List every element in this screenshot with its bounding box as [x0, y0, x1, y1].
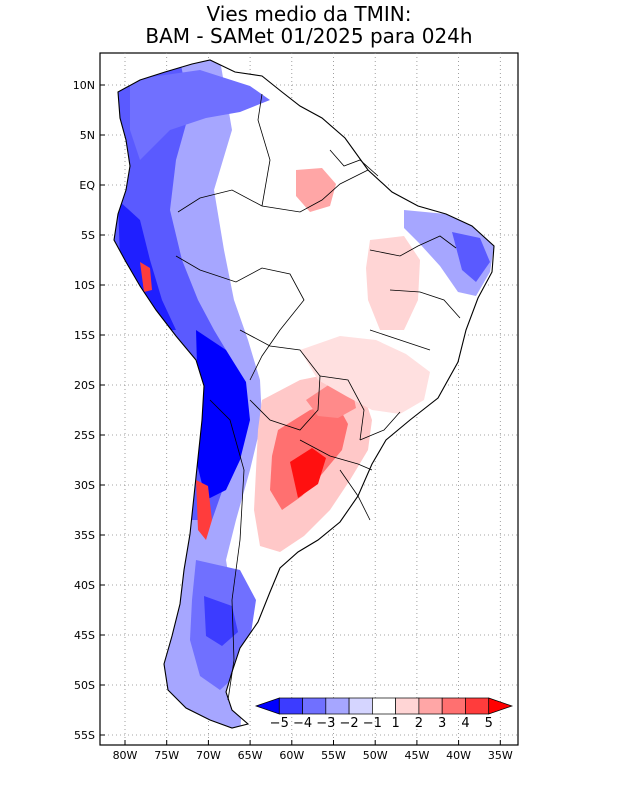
latitude-tick-label: 5N [80, 129, 95, 142]
longitude-tick-label: 40W [446, 749, 471, 762]
colorbar-label: 4 [461, 716, 469, 731]
latitude-tick-label: 25S [74, 429, 95, 442]
latitude-tick-label: 5S [81, 229, 95, 242]
latitude-tick-label: 30S [74, 479, 95, 492]
colorbar-swatch [348, 697, 373, 715]
map-title-line-1: Vies medio da TMIN: [206, 2, 412, 26]
warm-bias-region [140, 262, 152, 292]
country-borders [175, 93, 461, 701]
colorbar-swatch [302, 697, 327, 715]
latitude-tick-label: 45S [74, 629, 95, 642]
colorbar-label: 5 [485, 716, 493, 731]
latitude-tick-label: 40S [74, 579, 95, 592]
latitude-tick-label: 50S [74, 679, 95, 692]
warm-bias-region [300, 336, 430, 414]
colorbar-label: −5 [270, 716, 289, 731]
longitude-tick-labels: 80W 75W 70W 65W 60W 55W 50W 45W 40W 35W [113, 740, 513, 762]
latitude-tick-label: 55S [74, 729, 95, 742]
colorbar-swatch [278, 697, 303, 715]
colorbar-label: −3 [316, 716, 335, 731]
longitude-tick-label: 35W [488, 749, 513, 762]
latitude-tick-labels: 10N 5N EQ 5S 10S 15S 20S 25S 30S 35S 40S 45S 50S 55S [73, 79, 105, 742]
longitude-tick-label: 75W [154, 749, 179, 762]
longitude-tick-label: 45W [404, 749, 429, 762]
colorbar-swatch [465, 697, 490, 715]
colorbar-swatch [441, 697, 466, 715]
colorbar-label: 3 [438, 716, 446, 731]
longitude-tick-label: 80W [113, 749, 138, 762]
colorbar-label: −1 [363, 716, 382, 731]
colorbar-swatch [488, 697, 514, 715]
cold-bias-region [204, 596, 238, 646]
longitude-tick-label: 55W [321, 749, 346, 762]
colorbar-swatch [418, 697, 443, 715]
latitude-tick-label: 15S [74, 329, 95, 342]
colorbar-label: 2 [415, 716, 423, 731]
colorbar-swatch [395, 697, 420, 715]
longitude-tick-label: 50W [363, 749, 388, 762]
longitude-tick-label: 70W [196, 749, 221, 762]
latitude-tick-label: 10N [73, 79, 95, 92]
latitude-tick-label: 10S [74, 279, 95, 292]
colorbar-swatch [325, 697, 350, 715]
cold-bias-region [452, 232, 490, 282]
warm-bias-region [196, 480, 212, 540]
strong-cold-bias-region [118, 200, 176, 330]
strong-warm-bias-region [290, 448, 326, 498]
map-title-line-2: BAM - SAMet 01/2025 para 024h [145, 24, 473, 48]
colorbar: −5 −4 −3 −2 −1 1 2 3 4 5 [254, 697, 514, 731]
warm-bias-region [296, 168, 336, 212]
warm-bias-region [366, 236, 420, 330]
colorbar-swatch [372, 697, 396, 715]
colorbar-label: −2 [340, 716, 359, 731]
longitude-tick-label: 60W [279, 749, 304, 762]
latitude-tick-label: EQ [79, 179, 95, 192]
latitude-tick-label: 20S [74, 379, 95, 392]
longitude-tick-label: 65W [238, 749, 263, 762]
colorbar-label: −4 [293, 716, 312, 731]
latitude-tick-label: 35S [74, 529, 95, 542]
strong-cold-bias-region [196, 330, 250, 500]
cold-bias-region [130, 70, 270, 160]
colorbar-label: 1 [391, 716, 399, 731]
